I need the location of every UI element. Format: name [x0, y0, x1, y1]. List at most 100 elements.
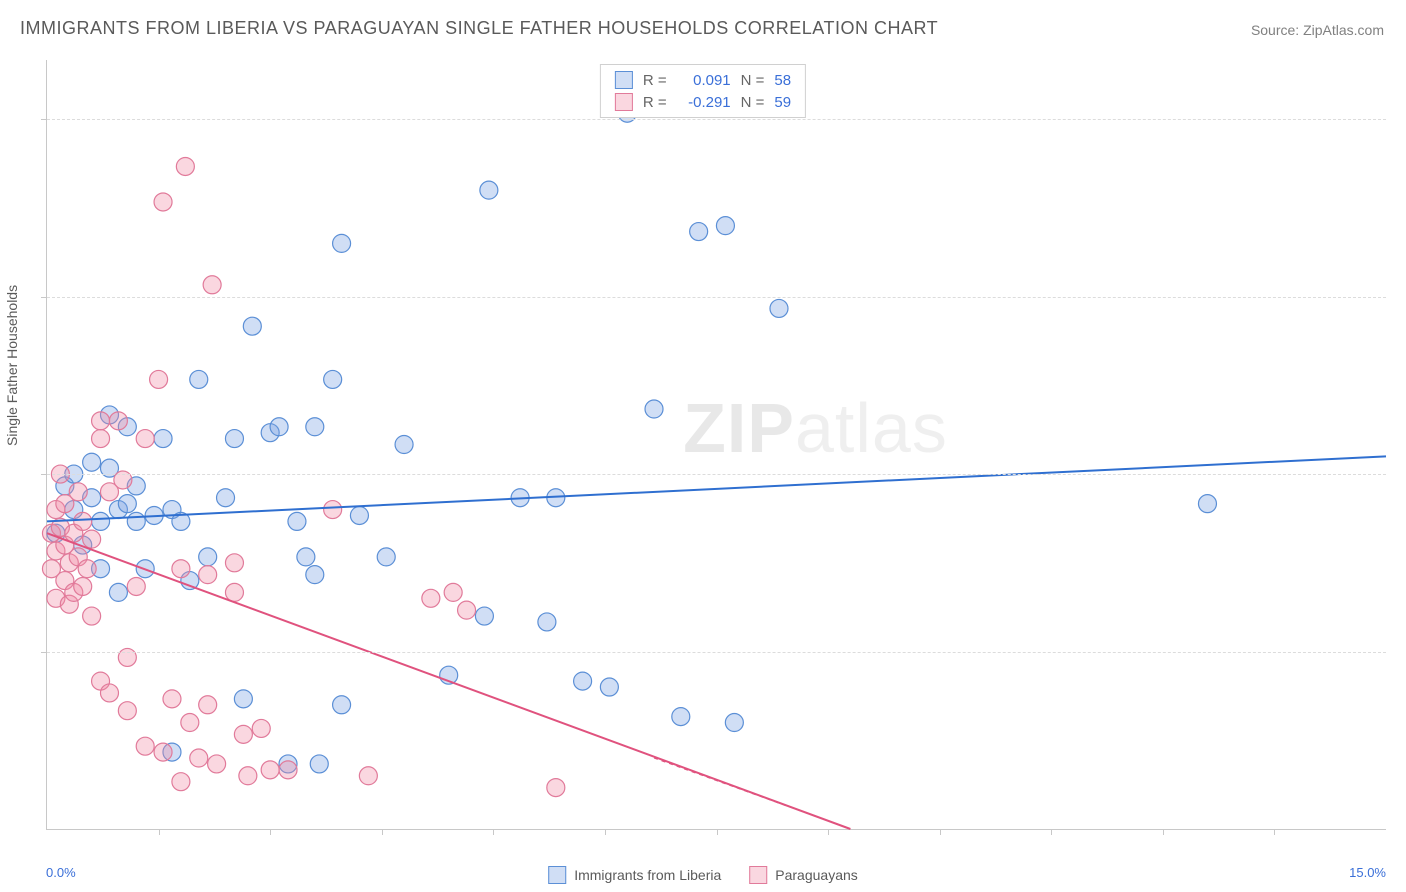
- legend-n-label: N =: [741, 94, 765, 111]
- legend-n-value-paraguayans: 59: [774, 94, 791, 111]
- chart-svg: [47, 60, 1386, 829]
- point-paraguayans: [83, 607, 101, 625]
- chart-title: IMMIGRANTS FROM LIBERIA VS PARAGUAYAN SI…: [20, 18, 938, 39]
- point-liberia: [690, 223, 708, 241]
- point-liberia: [475, 607, 493, 625]
- legend-series: Immigrants from Liberia Paraguayans: [548, 866, 858, 884]
- point-paraguayans: [127, 577, 145, 595]
- point-paraguayans: [154, 743, 172, 761]
- source-label: Source: ZipAtlas.com: [1251, 22, 1384, 38]
- point-liberia: [225, 430, 243, 448]
- point-liberia: [377, 548, 395, 566]
- point-paraguayans: [136, 430, 154, 448]
- point-paraguayans: [225, 554, 243, 572]
- point-liberia: [333, 696, 351, 714]
- point-liberia: [243, 317, 261, 335]
- point-paraguayans: [208, 755, 226, 773]
- point-liberia: [333, 234, 351, 252]
- point-paraguayans: [109, 412, 127, 430]
- point-liberia: [217, 489, 235, 507]
- point-liberia: [109, 583, 127, 601]
- swatch-liberia: [615, 71, 633, 89]
- swatch-liberia-b: [548, 866, 566, 884]
- point-liberia: [770, 299, 788, 317]
- point-paraguayans: [458, 601, 476, 619]
- legend-label-paraguayans: Paraguayans: [775, 867, 858, 883]
- point-liberia: [395, 436, 413, 454]
- point-paraguayans: [324, 501, 342, 519]
- swatch-paraguayans-b: [749, 866, 767, 884]
- point-paraguayans: [92, 430, 110, 448]
- point-paraguayans: [547, 779, 565, 797]
- point-liberia: [190, 370, 208, 388]
- point-paraguayans: [359, 767, 377, 785]
- point-liberia: [199, 548, 217, 566]
- point-liberia: [234, 690, 252, 708]
- y-axis-title: Single Father Households: [4, 285, 20, 446]
- point-paraguayans: [74, 512, 92, 530]
- legend-item-liberia: Immigrants from Liberia: [548, 866, 721, 884]
- point-liberia: [574, 672, 592, 690]
- point-liberia: [725, 714, 743, 732]
- point-liberia: [672, 708, 690, 726]
- trend-liberia: [47, 456, 1386, 521]
- trend-ext-paraguayans: [654, 758, 850, 829]
- point-liberia: [288, 512, 306, 530]
- point-paraguayans: [199, 696, 217, 714]
- point-paraguayans: [225, 583, 243, 601]
- legend-r-value-liberia: 0.091: [677, 72, 731, 89]
- point-paraguayans: [78, 560, 96, 578]
- point-liberia: [645, 400, 663, 418]
- point-paraguayans: [154, 193, 172, 211]
- point-liberia: [310, 755, 328, 773]
- legend-n-value-liberia: 58: [774, 72, 791, 89]
- legend-label-liberia: Immigrants from Liberia: [574, 867, 721, 883]
- point-paraguayans: [150, 370, 168, 388]
- point-paraguayans: [172, 773, 190, 791]
- point-paraguayans: [444, 583, 462, 601]
- swatch-paraguayans: [615, 93, 633, 111]
- point-liberia: [306, 566, 324, 584]
- point-liberia: [716, 217, 734, 235]
- point-paraguayans: [190, 749, 208, 767]
- point-paraguayans: [234, 725, 252, 743]
- point-liberia: [350, 506, 368, 524]
- legend-item-paraguayans: Paraguayans: [749, 866, 858, 884]
- legend-r-label: R =: [643, 94, 667, 111]
- point-paraguayans: [199, 566, 217, 584]
- point-liberia: [118, 495, 136, 513]
- point-liberia: [127, 512, 145, 530]
- x-axis-max-label: 15.0%: [1349, 865, 1386, 880]
- point-paraguayans: [239, 767, 257, 785]
- point-liberia: [92, 512, 110, 530]
- point-paraguayans: [422, 589, 440, 607]
- legend-r-value-paraguayans: -0.291: [677, 94, 731, 111]
- point-paraguayans: [279, 761, 297, 779]
- point-liberia: [538, 613, 556, 631]
- point-liberia: [306, 418, 324, 436]
- point-paraguayans: [163, 690, 181, 708]
- point-paraguayans: [176, 157, 194, 175]
- point-liberia: [480, 181, 498, 199]
- point-paraguayans: [203, 276, 221, 294]
- plot-area: 1.5%3.0%4.5%6.0%: [46, 60, 1386, 830]
- point-paraguayans: [181, 714, 199, 732]
- legend-correlation: R = 0.091 N = 58 R = -0.291 N = 59: [600, 64, 806, 118]
- point-paraguayans: [172, 560, 190, 578]
- x-axis-min-label: 0.0%: [46, 865, 76, 880]
- trend-paraguayans: [47, 533, 850, 829]
- point-paraguayans: [136, 737, 154, 755]
- legend-row-paraguayans: R = -0.291 N = 59: [615, 91, 791, 113]
- point-liberia: [297, 548, 315, 566]
- legend-r-label: R =: [643, 72, 667, 89]
- point-liberia: [154, 430, 172, 448]
- point-liberia: [83, 453, 101, 471]
- point-paraguayans: [74, 577, 92, 595]
- point-paraguayans: [83, 530, 101, 548]
- legend-n-label: N =: [741, 72, 765, 89]
- legend-row-liberia: R = 0.091 N = 58: [615, 69, 791, 91]
- point-liberia: [600, 678, 618, 696]
- point-paraguayans: [118, 702, 136, 720]
- point-paraguayans: [100, 684, 118, 702]
- point-liberia: [324, 370, 342, 388]
